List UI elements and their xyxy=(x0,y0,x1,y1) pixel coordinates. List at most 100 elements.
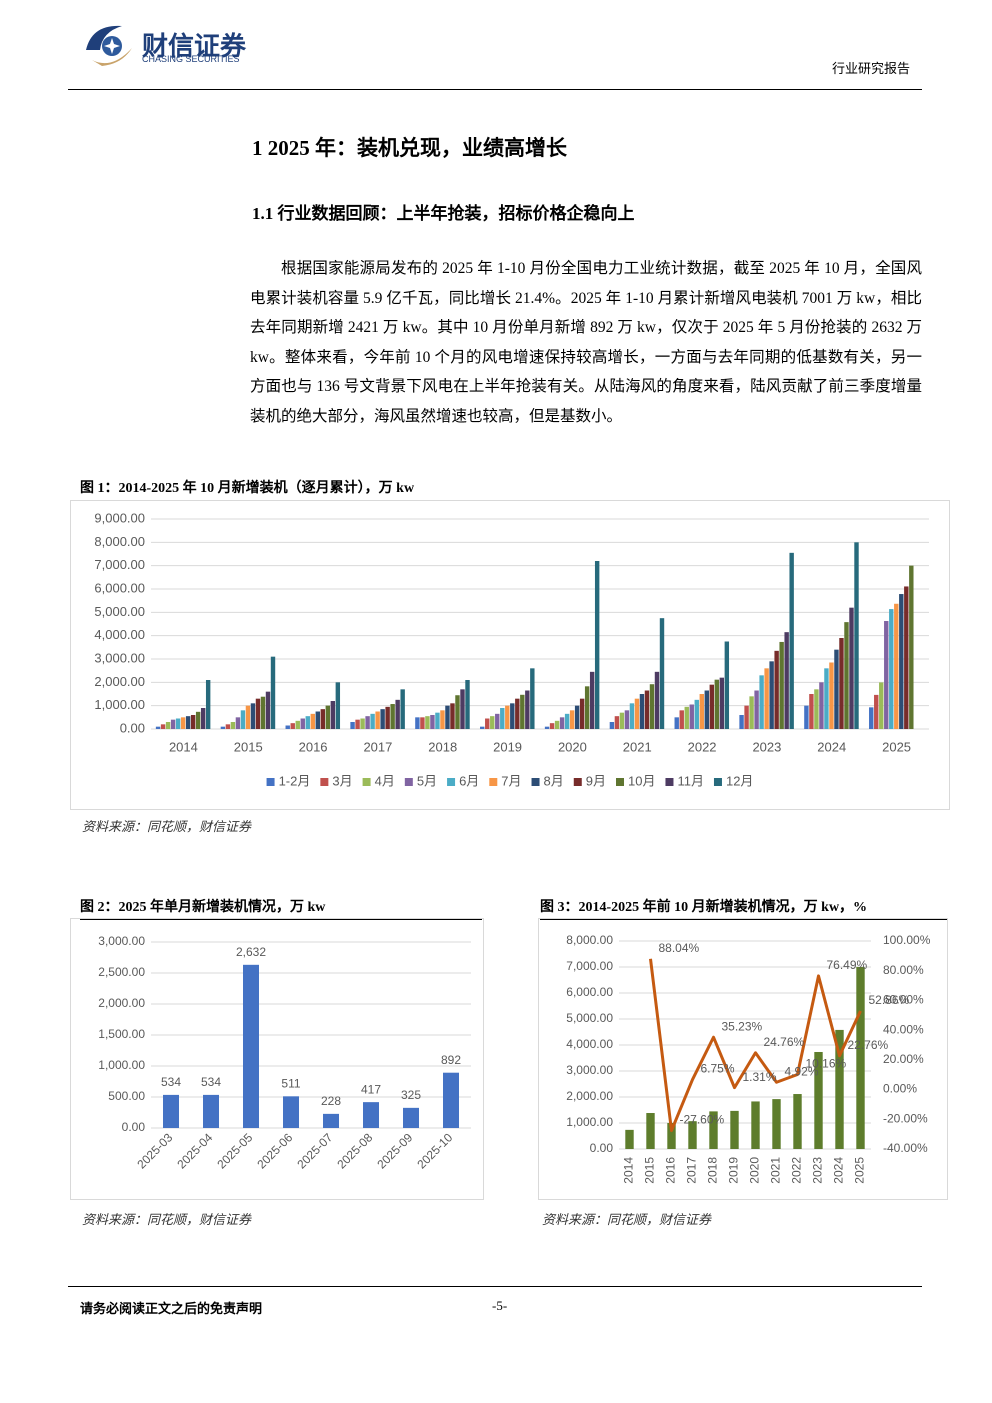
bar xyxy=(674,717,679,729)
bar xyxy=(835,1029,844,1149)
y-tick-label: 5,000.00 xyxy=(566,1011,613,1025)
x-tick-label: 2019 xyxy=(727,1157,741,1184)
x-tick-label: 2017 xyxy=(685,1157,699,1184)
bar xyxy=(624,710,630,729)
bar xyxy=(784,632,789,729)
legend-label: 9月 xyxy=(586,773,606,788)
bar xyxy=(460,689,465,729)
legend-swatch xyxy=(531,778,540,786)
bar xyxy=(270,656,276,729)
y-tick-label: 2,000.00 xyxy=(94,674,145,689)
bar xyxy=(614,716,620,729)
x-tick-label: 2025-04 xyxy=(174,1130,215,1171)
bar xyxy=(899,594,904,729)
bar xyxy=(564,713,570,729)
y-tick-label: 9,000.00 xyxy=(94,510,145,525)
source-note: 资料来源：同花顺，财信证券 xyxy=(82,819,252,834)
heading-2: 1.1 行业数据回顾：上半年抢装，招标价格企稳向上 xyxy=(252,204,635,223)
y-tick-label: 2,000.00 xyxy=(98,996,145,1010)
y-tick-label: 1,000.00 xyxy=(98,1058,145,1072)
bar xyxy=(589,671,595,729)
bar xyxy=(769,661,774,729)
legend-swatch xyxy=(489,778,498,786)
bar xyxy=(634,698,640,729)
x-tick-label: 2018 xyxy=(428,739,457,754)
bar xyxy=(554,720,560,729)
bar xyxy=(639,694,645,729)
bar xyxy=(380,709,385,729)
bar xyxy=(679,710,684,729)
x-tick-label: 2024 xyxy=(817,739,846,754)
bar xyxy=(395,699,400,729)
legend-label: 10月 xyxy=(628,773,655,788)
y-tick-label: 4,000.00 xyxy=(94,627,145,642)
data-label: 76.49% xyxy=(827,958,868,972)
bar xyxy=(510,703,515,729)
bar xyxy=(739,715,744,729)
bar xyxy=(465,680,470,729)
legend-swatch xyxy=(266,778,275,786)
bar xyxy=(445,705,450,729)
bar xyxy=(170,719,176,729)
bar xyxy=(285,725,290,729)
bar xyxy=(350,722,355,729)
y-tick-label: 7,000.00 xyxy=(566,959,613,973)
y-tick-label: 4,000.00 xyxy=(566,1037,613,1051)
bar xyxy=(654,671,660,729)
data-label: 534 xyxy=(201,1075,221,1089)
data-label: 417 xyxy=(361,1082,381,1096)
bar xyxy=(525,690,530,729)
bar xyxy=(330,701,336,729)
bar xyxy=(520,694,525,729)
bar xyxy=(749,696,754,729)
heading-1: 1 2025 年：装机兑现，业绩高增长 xyxy=(252,136,567,160)
bar xyxy=(295,720,300,729)
figure-caption: 图 2：2025 年单月新增装机情况，万 kw xyxy=(80,896,482,920)
bar xyxy=(569,710,575,729)
bar xyxy=(335,682,341,729)
legend-label: 8月 xyxy=(544,773,564,788)
bar xyxy=(195,711,201,729)
bar xyxy=(779,641,784,729)
legend-swatch xyxy=(573,778,582,786)
data-label: 24.76% xyxy=(764,1035,805,1049)
bar xyxy=(819,682,824,729)
y-tick-label: 2,500.00 xyxy=(98,965,145,979)
y-tick-label: 8,000.00 xyxy=(566,933,613,947)
bar xyxy=(320,709,326,729)
bar xyxy=(594,561,600,729)
x-tick-label: 2020 xyxy=(748,1157,762,1184)
bar xyxy=(390,704,395,729)
bar xyxy=(443,1072,459,1128)
bar xyxy=(165,722,171,729)
bar xyxy=(829,662,834,729)
bar xyxy=(764,668,769,729)
bar xyxy=(435,712,440,729)
x-tick-label: 2017 xyxy=(363,739,392,754)
bar xyxy=(772,1099,781,1149)
bar xyxy=(579,698,585,729)
bar xyxy=(490,716,495,729)
legend-label: 4月 xyxy=(375,773,395,788)
bar xyxy=(400,689,405,729)
bar xyxy=(355,719,360,729)
bar xyxy=(884,621,889,729)
bar xyxy=(889,609,894,729)
source-note: 资料来源：同花顺，财信证券 xyxy=(82,1212,252,1227)
logo-sub: CHASING SECURITIES xyxy=(142,54,240,64)
legend-label: 12月 xyxy=(726,773,753,788)
bar xyxy=(300,718,305,729)
y-tick-label: 0.00 xyxy=(590,1141,614,1155)
bar xyxy=(704,690,709,729)
bar xyxy=(225,724,231,729)
bar xyxy=(909,565,914,729)
bar xyxy=(455,695,460,729)
bar xyxy=(544,726,550,729)
x-tick-label: 2018 xyxy=(706,1157,720,1184)
bar xyxy=(515,698,520,729)
bar xyxy=(200,708,206,729)
bar xyxy=(243,964,259,1128)
logo-name: 财信证券 xyxy=(142,32,247,62)
bar xyxy=(230,722,236,729)
bar xyxy=(205,680,211,729)
